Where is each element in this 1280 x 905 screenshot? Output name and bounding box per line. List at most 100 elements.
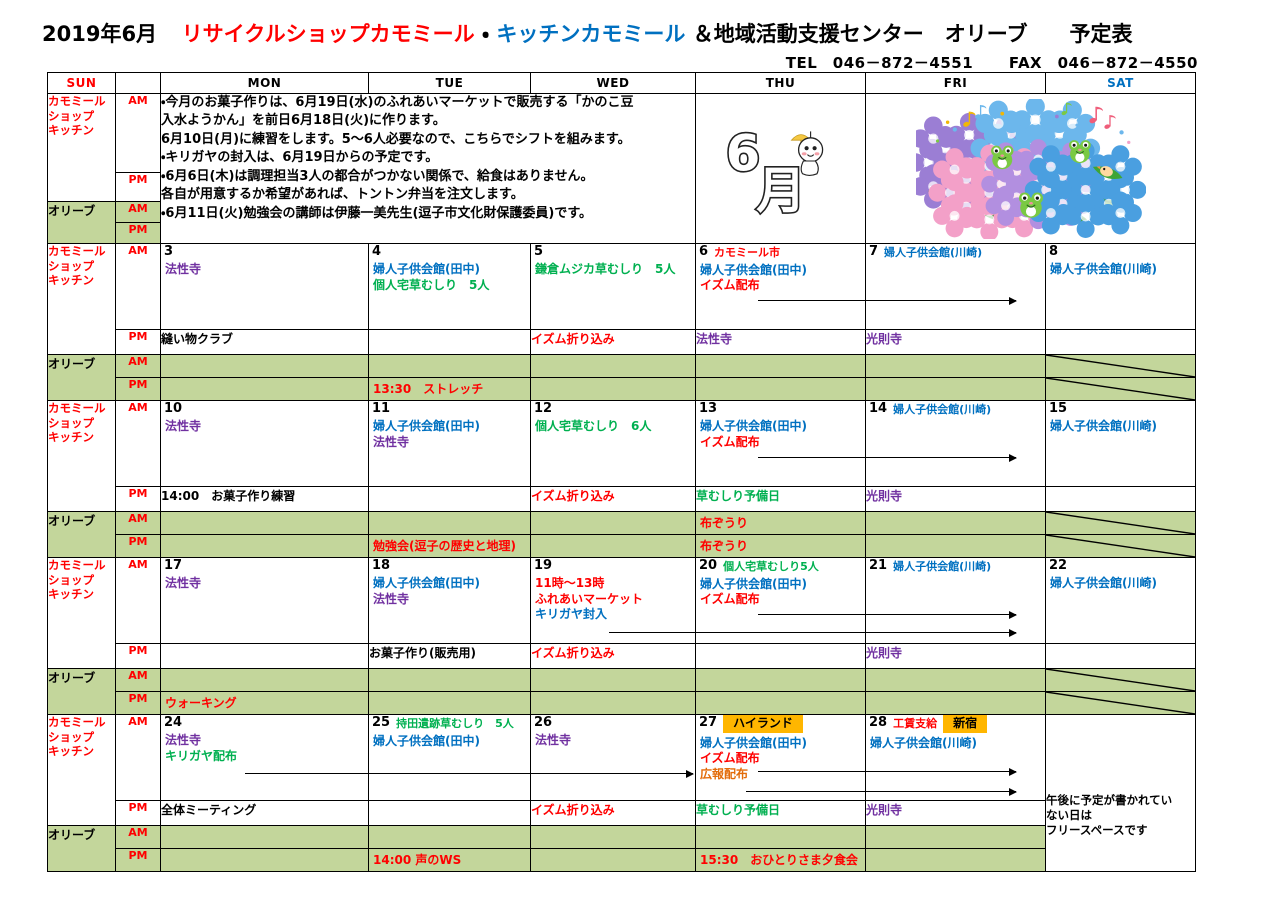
olive-pm-cell-10[interactable] <box>160 534 369 558</box>
day-cell-25[interactable]: 25 持田遺跡草むしり 5人 婦人子供会館(田中) <box>368 714 531 801</box>
olive-am-cell-20[interactable] <box>695 668 866 692</box>
day-cell-3[interactable]: 3 法性寺 <box>160 243 369 330</box>
period-label-pm: PM <box>115 222 161 244</box>
day-cell-22[interactable]: 22 婦人子供会館(川崎) <box>1045 557 1196 644</box>
olive-pm-cell-28[interactable] <box>865 848 1046 872</box>
olive-am-cell-7[interactable] <box>865 354 1046 378</box>
event-item: 縫い物クラブ <box>161 332 234 346</box>
pm-cell-8[interactable] <box>1045 329 1196 355</box>
olive-am-cell-3[interactable] <box>160 354 369 378</box>
olive-pm-cell-13[interactable]: 布ぞうり <box>695 534 866 558</box>
location-badge: ハイランド <box>723 715 803 733</box>
olive-pm-cell-4[interactable]: 13:30 ストレッチ <box>368 377 531 401</box>
pm-cell-4[interactable] <box>368 329 531 355</box>
olive-pm-cell-11[interactable]: 勉強会(逗子の歴史と地理) <box>368 534 531 558</box>
olive-pm-cell-17[interactable]: ウォーキング <box>160 691 369 715</box>
day-of-week-header-row: SUN MON TUE WED THU FRI SAT <box>47 72 1196 94</box>
day-cell-15[interactable]: 15 婦人子供会館(川崎) <box>1045 400 1196 487</box>
continuation-arrow <box>866 629 1017 637</box>
olive-pm-cell-5[interactable] <box>530 377 696 401</box>
olive-pm-cell-24[interactable] <box>160 848 369 872</box>
day-cell-24[interactable]: 24 法性寺 キリガヤ配布 <box>160 714 369 801</box>
day-cell-6[interactable]: 6 カモミール市 婦人子供会館(田中) イズム配布 <box>695 243 866 330</box>
olive-pm-cell-14[interactable] <box>865 534 1046 558</box>
day-cell-19[interactable]: 19 11時～13時 ふれあいマーケット キリガヤ封入 <box>530 557 696 644</box>
am-events <box>867 417 1045 422</box>
row-label-olive: オリーブ <box>47 825 116 872</box>
day-cell-11[interactable]: 11 婦人子供会館(田中) 法性寺 <box>368 400 531 487</box>
pm-cell-14[interactable]: 光則寺 <box>865 486 1046 512</box>
olive-pm-cell-7[interactable] <box>865 377 1046 401</box>
olive-pm-cell-26[interactable] <box>530 848 696 872</box>
day-cell-12[interactable]: 12 個人宅草むしり 6人 <box>530 400 696 487</box>
olive-am-cell-4[interactable] <box>368 354 531 378</box>
olive-am-cell-21[interactable] <box>865 668 1046 692</box>
day-header: 7 婦人子供会館(川崎) <box>867 245 1045 260</box>
olive-am-cell-27[interactable] <box>695 825 866 849</box>
olive-am-cell-14[interactable] <box>865 511 1046 535</box>
pm-cell-6[interactable]: 法性寺 <box>695 329 866 355</box>
pm-cell-25[interactable] <box>368 800 531 826</box>
day-cell-13[interactable]: 13 婦人子供会館(田中) イズム配布 <box>695 400 866 487</box>
pm-cell-11[interactable] <box>368 486 531 512</box>
day-cell-17[interactable]: 17 法性寺 <box>160 557 369 644</box>
pm-cell-10[interactable]: 14:00 お菓子作り練習 <box>160 486 369 512</box>
pm-cell-26[interactable]: イズム折り込み <box>530 800 696 826</box>
olive-pm-cell-3[interactable] <box>160 377 369 401</box>
olive-pm-cell-18[interactable] <box>368 691 531 715</box>
day-cell-20[interactable]: 20 個人宅草むしり5人 婦人子供会館(田中) イズム配布 <box>695 557 866 644</box>
day-cell-18[interactable]: 18 婦人子供会館(田中) 法性寺 <box>368 557 531 644</box>
pm-cell-20[interactable] <box>695 643 866 669</box>
olive-am-cell-10[interactable] <box>160 511 369 535</box>
pm-cell-21[interactable]: 光則寺 <box>865 643 1046 669</box>
day-cell-21[interactable]: 21 婦人子供会館(川崎) <box>865 557 1046 644</box>
svg-text:月: 月 <box>756 161 806 219</box>
olive-am-cell-11[interactable] <box>368 511 531 535</box>
olive-am-cell-18[interactable] <box>368 668 531 692</box>
pm-cell-5[interactable]: イズム折り込み <box>530 329 696 355</box>
row-label-shop-line1: カモミール <box>48 558 106 573</box>
day-cell-27[interactable]: 27 ハイランド 婦人子供会館(田中) イズム配布 広報配布 <box>695 714 866 801</box>
day-cell-26[interactable]: 26 法性寺 <box>530 714 696 801</box>
free-space-note: 午後に予定が書かれてい ない日は フリースペースです <box>1045 714 1196 872</box>
pm-cell-19[interactable]: イズム折り込み <box>530 643 696 669</box>
day-cell-28[interactable]: 28 工賃支給 新宿 婦人子供会館(川崎) <box>865 714 1046 801</box>
day-cell-5[interactable]: 5 鎌倉ムジカ草むしり 5人 <box>530 243 696 330</box>
pm-cell-22[interactable] <box>1045 643 1196 669</box>
olive-am-cell-13[interactable]: 布ぞうり <box>695 511 866 535</box>
olive-pm-cell-6[interactable] <box>695 377 866 401</box>
olive-am-cell-24[interactable] <box>160 825 369 849</box>
day-cell-7[interactable]: 7 婦人子供会館(川崎) <box>865 243 1046 330</box>
pm-cell-27[interactable]: 草むしり予備日 <box>695 800 866 826</box>
pm-cell-17[interactable] <box>160 643 369 669</box>
pm-cell-15[interactable] <box>1045 486 1196 512</box>
pm-cell-7[interactable]: 光則寺 <box>865 329 1046 355</box>
olive-pm-cell-12[interactable] <box>530 534 696 558</box>
page-title: 2019年6月 リサイクルショップカモミール ・ キッチンカモミール ＆地域活動… <box>0 18 1280 48</box>
event-item: 婦人子供会館(田中) <box>373 733 480 748</box>
pm-cell-18[interactable]: お菓子作り(販売用) <box>368 643 531 669</box>
olive-pm-cell-20[interactable] <box>695 691 866 715</box>
pm-cell-28[interactable]: 光則寺 <box>865 800 1046 826</box>
day-cell-10[interactable]: 10 法性寺 <box>160 400 369 487</box>
pm-cell-13[interactable]: 草むしり予備日 <box>695 486 866 512</box>
olive-am-cell-19[interactable] <box>530 668 696 692</box>
pm-cell-12[interactable]: イズム折り込み <box>530 486 696 512</box>
olive-am-cell-6[interactable] <box>695 354 866 378</box>
day-cell-4[interactable]: 4 婦人子供会館(田中) 個人宅草むしり 5人 <box>368 243 531 330</box>
olive-am-cell-25[interactable] <box>368 825 531 849</box>
pm-cell-24[interactable]: 全体ミーティング <box>160 800 369 826</box>
pm-cell-3[interactable]: 縫い物クラブ <box>160 329 369 355</box>
olive-am-cell-17[interactable] <box>160 668 369 692</box>
location-badge: 新宿 <box>943 715 988 733</box>
olive-am-cell-5[interactable] <box>530 354 696 378</box>
olive-pm-cell-21[interactable] <box>865 691 1046 715</box>
olive-am-cell-26[interactable] <box>530 825 696 849</box>
olive-pm-cell-19[interactable] <box>530 691 696 715</box>
olive-pm-cell-27[interactable]: 15:30 おひとりさま夕食会 <box>695 848 866 872</box>
olive-pm-cell-25[interactable]: 14:00 声のWS <box>368 848 531 872</box>
day-cell-14[interactable]: 14 婦人子供会館(川崎) <box>865 400 1046 487</box>
day-cell-8[interactable]: 8 婦人子供会館(川崎) <box>1045 243 1196 330</box>
olive-am-cell-12[interactable] <box>530 511 696 535</box>
olive-am-cell-28[interactable] <box>865 825 1046 849</box>
